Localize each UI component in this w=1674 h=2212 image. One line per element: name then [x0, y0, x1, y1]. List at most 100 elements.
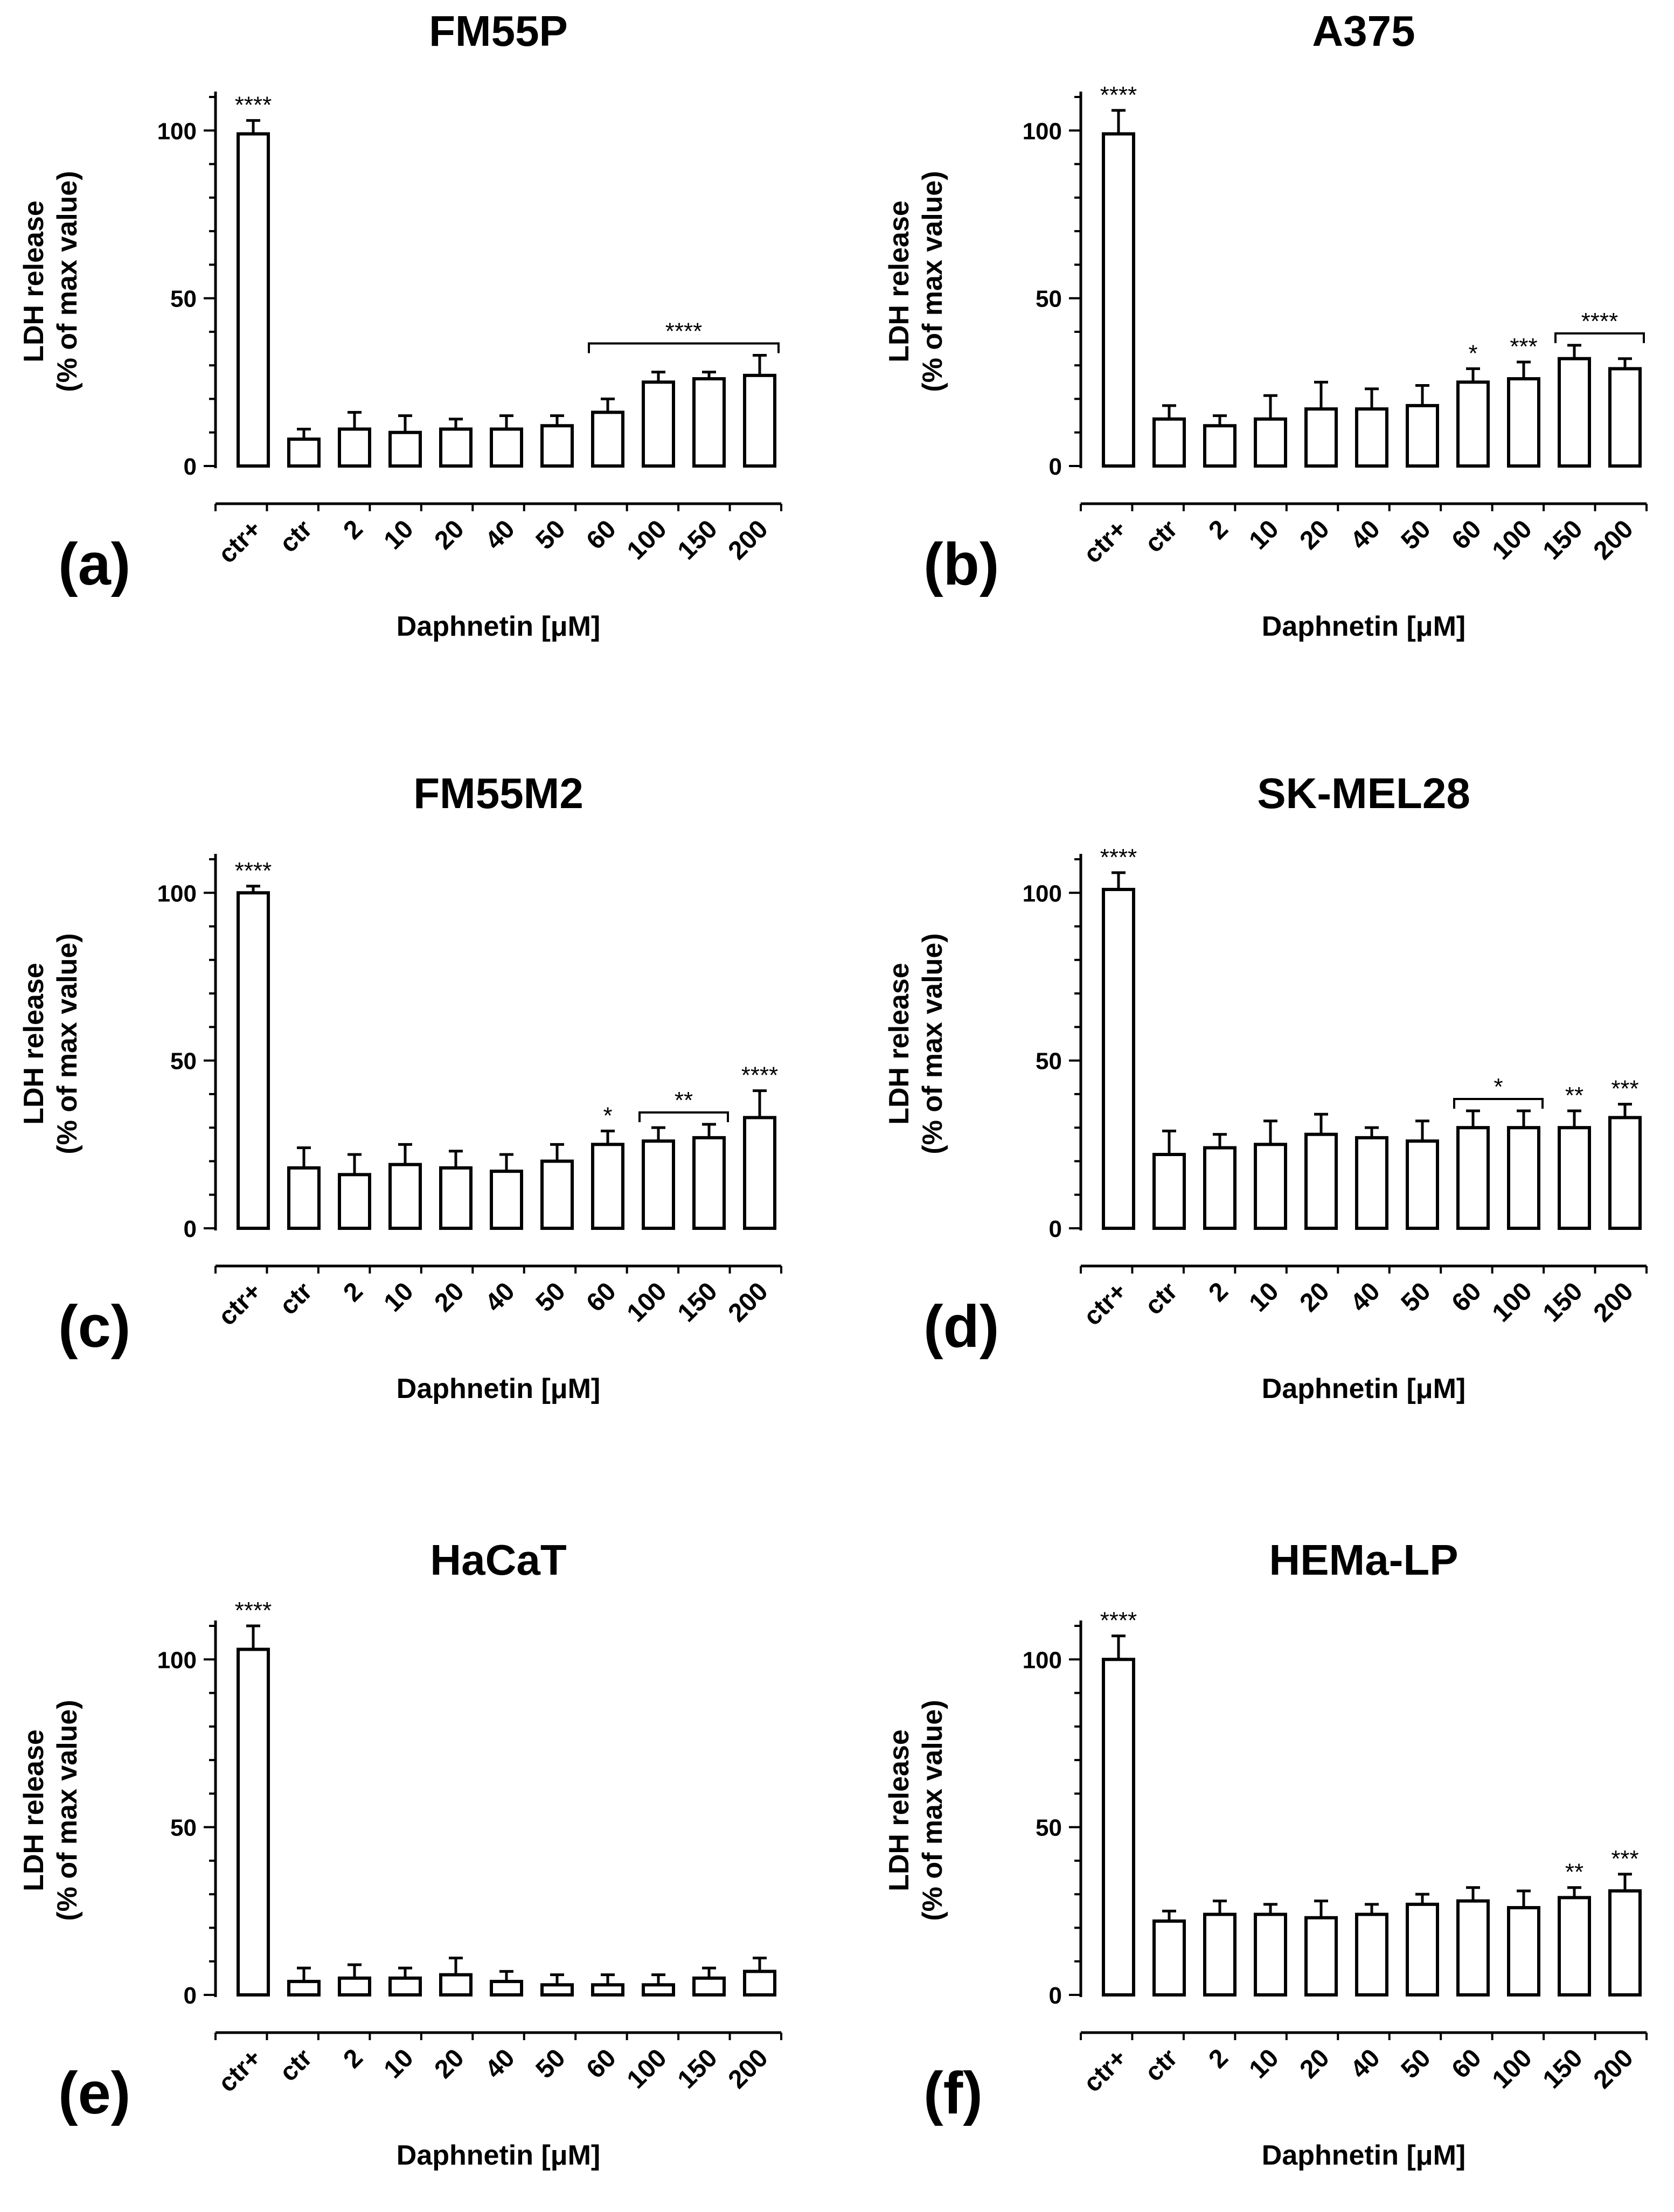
bar [692, 1136, 726, 1230]
category-label: 150 [672, 2043, 723, 2094]
category-label: 10 [379, 2043, 419, 2084]
y-axis-label-line2: (% of max value) [52, 933, 83, 1154]
category-label: 40 [480, 1277, 520, 1317]
bar [1254, 1912, 1287, 1997]
bar [490, 427, 523, 468]
significance-bracket [1554, 332, 1645, 343]
bar [338, 1173, 371, 1230]
category-label: 2 [1203, 514, 1233, 545]
category-label: 2 [1203, 1277, 1233, 1307]
bar [1406, 1139, 1439, 1230]
category-label: 40 [1345, 1277, 1386, 1317]
y-tick-label: 100 [1023, 1647, 1062, 1673]
bar [490, 1980, 523, 1997]
y-axis-label-line2: (% of max value) [52, 1700, 83, 1921]
category-label: 100 [1487, 514, 1538, 565]
category-label: ctr+ [213, 1277, 267, 1331]
panel-b: A375 0 50 100 LDH release(% of max value) ctr… [884, 7, 1648, 642]
category-label: ctr [274, 1277, 318, 1320]
bar [1102, 888, 1135, 1230]
bar [1304, 1132, 1338, 1230]
significance-bracket [588, 342, 780, 353]
bar [1304, 407, 1338, 468]
x-axis-label: Daphnetin [μM] [1262, 2140, 1465, 2171]
bar [1507, 377, 1540, 468]
category-label: 2 [338, 514, 368, 545]
category-label: 100 [1487, 1277, 1538, 1327]
significance-marker: **** [235, 858, 272, 884]
significance-marker: **** [235, 1597, 272, 1624]
bracket-label: **** [1581, 308, 1619, 335]
panel-label: (e) [58, 2060, 130, 2126]
significance-marker: **** [741, 1062, 779, 1089]
bracket-label: ** [675, 1087, 693, 1114]
x-axis-label: Daphnetin [μM] [1262, 611, 1465, 642]
bar [1355, 407, 1388, 468]
category-label: ctr+ [213, 2043, 267, 2098]
panel-a: FM55P 0 50 100 LDH release(% of max value) ct… [18, 7, 782, 642]
y-axis-label-line1: LDH release [884, 1729, 915, 1891]
panel-label: (b) [923, 531, 999, 597]
significance-bracket [638, 1111, 729, 1122]
bar [1558, 1896, 1591, 1997]
category-label: ctr [274, 2043, 318, 2087]
bar [1102, 132, 1135, 468]
bar [1355, 1912, 1388, 1997]
bar [1507, 1906, 1540, 1997]
bar [642, 380, 675, 468]
y-axis-label: LDH release(% of max value) [884, 1700, 948, 1921]
bar [1203, 1912, 1237, 1997]
y-tick-label: 100 [1023, 118, 1062, 144]
y-axis-label-line2: (% of max value) [917, 171, 948, 392]
category-label: 10 [1244, 514, 1284, 555]
bar [287, 1166, 321, 1230]
significance-bracket [1453, 1098, 1544, 1109]
chart-title: HEMa-LP [1269, 1536, 1458, 1584]
bar [540, 1983, 574, 1997]
y-tick-label: 0 [1049, 1216, 1062, 1242]
category-label: ctr+ [1078, 514, 1133, 569]
bar [1355, 1136, 1388, 1230]
category-label: 60 [1447, 514, 1487, 555]
y-axis-label: LDH release(% of max value) [18, 933, 83, 1154]
bar [1406, 1902, 1439, 1997]
bar [1456, 1126, 1490, 1230]
category-label: 10 [379, 1277, 419, 1317]
bar [287, 437, 321, 468]
significance-marker: * [603, 1102, 612, 1129]
bar [287, 1980, 321, 1997]
x-axis-label: Daphnetin [μM] [1262, 1373, 1465, 1404]
bar [540, 424, 574, 468]
panel-label: (c) [58, 1293, 130, 1360]
significance-marker: ** [1565, 1859, 1583, 1886]
y-axis-label: LDH release(% of max value) [884, 171, 948, 392]
significance-marker: **** [1100, 844, 1137, 871]
panel-e: HaCaT 0 50 100 LDH release(% of max value) ct… [18, 1536, 782, 2171]
category-label: ctr+ [1078, 2043, 1133, 2098]
category-label: 10 [1244, 1277, 1284, 1317]
y-axis-label-line1: LDH release [884, 963, 915, 1125]
y-tick-label: 50 [1036, 286, 1062, 312]
bar [237, 1647, 270, 1997]
bar [1152, 417, 1186, 468]
category-label: 100 [622, 514, 672, 565]
category-label: 60 [581, 514, 622, 555]
bar [388, 1163, 422, 1230]
y-axis-label-line1: LDH release [18, 963, 50, 1125]
category-label: ctr+ [1078, 1277, 1133, 1331]
y-axis-label-line1: LDH release [884, 200, 915, 363]
panel-d: SK-MEL28 0 50 100 LDH release(% of max value… [884, 769, 1648, 1404]
category-label: 40 [480, 2043, 520, 2084]
bar [1608, 367, 1642, 468]
category-label: 20 [429, 514, 470, 555]
category-label: 200 [1588, 514, 1639, 565]
category-label: 10 [379, 514, 419, 555]
bar [642, 1139, 675, 1230]
y-tick-label: 0 [1049, 454, 1062, 480]
category-label: 20 [1295, 514, 1335, 555]
panel-label: (d) [923, 1293, 999, 1360]
category-label: 20 [429, 2043, 470, 2084]
bar [1152, 1919, 1186, 1997]
bracket-label: **** [665, 318, 703, 345]
y-axis-label-line1: LDH release [18, 200, 50, 363]
